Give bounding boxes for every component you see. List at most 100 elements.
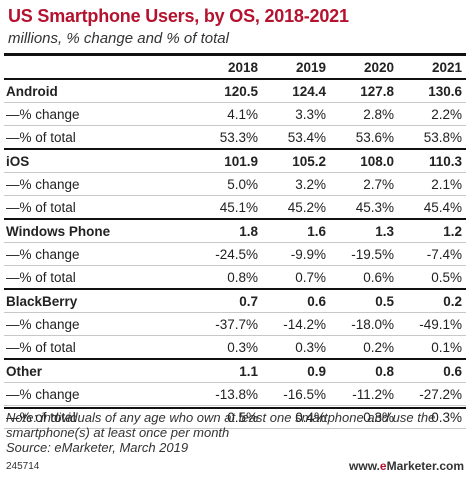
table-cell: 53.4% — [262, 125, 330, 150]
table-row: —% change -13.8% -16.5% -11.2% -27.2% — [4, 382, 466, 406]
row-label: —% of total — [4, 195, 194, 220]
table-cell: 0.6 — [398, 358, 466, 383]
table-cell: 124.4 — [262, 78, 330, 103]
table-cell: -7.4% — [398, 242, 466, 266]
table-row: —% change 4.1% 3.3% 2.8% 2.2% — [4, 102, 466, 126]
table-cell: 0.3% — [398, 405, 466, 429]
brand-suffix: .com — [435, 459, 464, 473]
table-cell: 45.2% — [262, 195, 330, 220]
table-cell: -16.5% — [262, 382, 330, 406]
row-label: Other — [4, 358, 194, 383]
table-cell: 0.9 — [262, 358, 330, 383]
table-cell: 2.2% — [398, 102, 466, 126]
table-cell: 1.6 — [262, 218, 330, 243]
table-cell: -27.2% — [398, 382, 466, 406]
table-row: —% of total 0.5% 0.4% 0.3% 0.3% — [4, 405, 466, 429]
footnote: Note: individuals of any age who own at … — [6, 410, 466, 455]
table-cell: 0.3% — [330, 405, 398, 429]
header-row: 2018 2019 2020 2021 — [4, 56, 466, 80]
row-label: iOS — [4, 148, 194, 173]
table-cell: 0.6% — [330, 265, 398, 290]
row-label: Windows Phone — [4, 218, 194, 243]
table-cell: 108.0 — [330, 148, 398, 173]
chart-subtitle: millions, % change and % of total — [8, 30, 229, 47]
row-label: —% change — [4, 102, 194, 126]
table-cell: 0.3% — [194, 335, 262, 360]
category-row: iOS 101.9 105.2 108.0 110.3 — [4, 148, 466, 173]
source-text: Source: eMarketer, March 2019 — [6, 440, 189, 455]
footer-rule — [4, 407, 466, 409]
table-cell: 53.6% — [330, 125, 398, 150]
column-header: 2020 — [330, 56, 398, 80]
table-body: Android 120.5 124.4 127.8 130.6 —% change 4.1%… — [4, 78, 466, 429]
table-cell: 0.5% — [398, 265, 466, 290]
table-row: —% change -24.5% -9.9% -19.5% -7.4% — [4, 242, 466, 266]
table-cell: 127.8 — [330, 78, 398, 103]
table-cell: 0.3% — [262, 335, 330, 360]
table-cell: -37.7% — [194, 312, 262, 336]
column-header: 2019 — [262, 56, 330, 80]
table-cell: 1.8 — [194, 218, 262, 243]
table-cell: 0.2 — [398, 288, 466, 313]
table-cell: 53.3% — [194, 125, 262, 150]
table-cell: 45.3% — [330, 195, 398, 220]
table-cell: 105.2 — [262, 148, 330, 173]
row-label: —% change — [4, 312, 194, 336]
table-cell: 0.8% — [194, 265, 262, 290]
row-label: —% change — [4, 382, 194, 406]
row-label: Android — [4, 78, 194, 103]
table-cell: 120.5 — [194, 78, 262, 103]
table-row: —% of total 53.3% 53.4% 53.6% 53.8% — [4, 125, 466, 150]
table-cell: -13.8% — [194, 382, 262, 406]
table-cell: 0.8 — [330, 358, 398, 383]
table-cell: 0.7% — [262, 265, 330, 290]
brand-url: www.eMarketer.com — [349, 459, 464, 473]
table-cell: 3.2% — [262, 172, 330, 196]
category-row: Other 1.1 0.9 0.8 0.6 — [4, 358, 466, 383]
table-cell: 0.2% — [330, 335, 398, 360]
table-cell: 0.5% — [194, 405, 262, 429]
table-cell: -11.2% — [330, 382, 398, 406]
category-row: Windows Phone 1.8 1.6 1.3 1.2 — [4, 218, 466, 243]
table-row: —% change 5.0% 3.2% 2.7% 2.1% — [4, 172, 466, 196]
table-cell: -14.2% — [262, 312, 330, 336]
top-rule — [4, 53, 466, 56]
table-cell: 2.1% — [398, 172, 466, 196]
table-cell: 53.8% — [398, 125, 466, 150]
table-cell: 0.4% — [262, 405, 330, 429]
table-cell: -9.9% — [262, 242, 330, 266]
row-label: —% change — [4, 242, 194, 266]
table-cell: 0.6 — [262, 288, 330, 313]
table-cell: 45.1% — [194, 195, 262, 220]
table-cell: 110.3 — [398, 148, 466, 173]
category-row: BlackBerry 0.7 0.6 0.5 0.2 — [4, 288, 466, 313]
table-row: —% of total 45.1% 45.2% 45.3% 45.4% — [4, 195, 466, 220]
table-cell: -19.5% — [330, 242, 398, 266]
table-cell: 0.5 — [330, 288, 398, 313]
table-cell: 101.9 — [194, 148, 262, 173]
table-cell: 2.7% — [330, 172, 398, 196]
row-label: —% change — [4, 172, 194, 196]
brand-mark: e — [379, 459, 387, 473]
row-label: —% of total — [4, 335, 194, 360]
table-row: —% of total 0.8% 0.7% 0.6% 0.5% — [4, 265, 466, 290]
column-header: 2018 — [194, 56, 262, 80]
table-cell: 1.3 — [330, 218, 398, 243]
table-cell: 130.6 — [398, 78, 466, 103]
table-cell: -49.1% — [398, 312, 466, 336]
table-row: —% of total 0.3% 0.3% 0.2% 0.1% — [4, 335, 466, 360]
note-text: Note: individuals of any age who own at … — [6, 410, 436, 440]
brand-prefix: www. — [349, 459, 380, 473]
row-label: —% of total — [4, 125, 194, 150]
table-cell: 2.8% — [330, 102, 398, 126]
data-table: 2018 2019 2020 2021 Android 120.5 124.4 127… — [4, 56, 466, 429]
table-cell: 0.7 — [194, 288, 262, 313]
chart-id: 245714 — [6, 461, 40, 472]
table-row: —% change -37.7% -14.2% -18.0% -49.1% — [4, 312, 466, 336]
column-header: 2021 — [398, 56, 466, 80]
table-cell: 0.1% — [398, 335, 466, 360]
row-label: —% of total — [4, 265, 194, 290]
table-cell: -24.5% — [194, 242, 262, 266]
brand-name: Marketer — [386, 459, 436, 473]
table-cell: -18.0% — [330, 312, 398, 336]
